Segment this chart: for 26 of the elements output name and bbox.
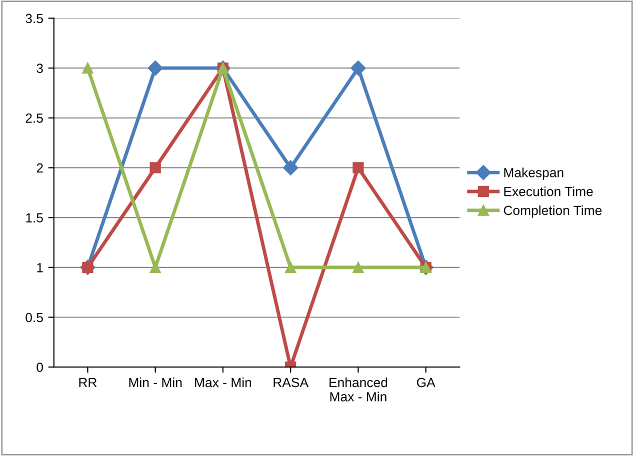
point [283,160,298,176]
legend-label: Makespan [504,168,564,180]
y-tick-label: 0.5 [26,312,43,322]
y-tick-label: 1.5 [26,213,43,222]
point [352,162,364,174]
point [150,262,161,273]
point [285,262,296,273]
point [150,162,161,174]
x-tick-label: Max - Min [195,377,252,388]
point [148,60,163,76]
x-tick-label: GA [416,378,436,388]
x-tick-label: Enhanced Max - Min [330,377,388,402]
y-tick-label: 3 [36,64,43,73]
y-tick-label: 3.5 [26,14,43,24]
y-tick-label: 0 [36,362,43,372]
point [82,62,94,74]
legend-label: Execution Time [504,186,593,196]
point [350,60,366,76]
x-tick-label: RASA [274,378,309,388]
point [352,262,364,273]
y-tick-label: 2 [36,163,43,173]
y-tick-label: 2.5 [26,113,43,123]
y-tick-label: 1 [37,263,43,272]
legend-label: Completion Time [504,205,602,218]
x-tick-label: Min - Min [129,377,182,388]
x-tick-label: RR [79,378,97,388]
